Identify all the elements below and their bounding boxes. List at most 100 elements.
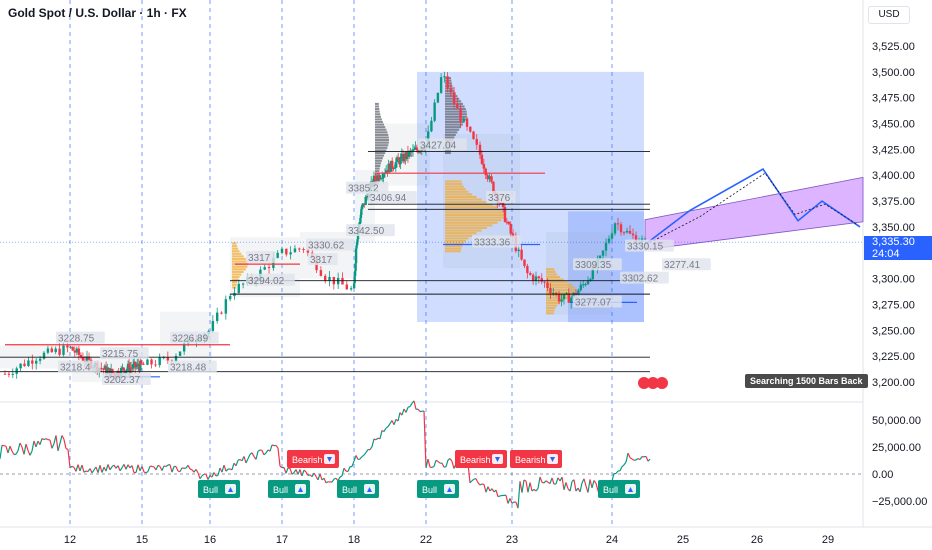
oscillator-segment bbox=[165, 464, 169, 468]
profile-bar bbox=[445, 87, 454, 90]
time-tick-label: 29 bbox=[822, 534, 834, 546]
oscillator-segment bbox=[483, 484, 487, 493]
oscillator-segment bbox=[89, 468, 93, 474]
candle-body bbox=[263, 267, 266, 270]
oscillator-segment bbox=[187, 464, 191, 470]
bull-signal-badge[interactable]: Bull bbox=[417, 480, 459, 498]
oscillator-segment bbox=[137, 464, 141, 471]
price-mark-bg bbox=[246, 273, 295, 286]
candle-body bbox=[562, 294, 566, 300]
bearish-signal-badge[interactable]: Bearish bbox=[455, 450, 507, 468]
candle-body bbox=[411, 149, 415, 153]
oscillator-segment bbox=[55, 435, 59, 451]
profile-bar bbox=[445, 133, 456, 136]
oscillator-segment bbox=[49, 439, 53, 449]
oscillator-segment bbox=[283, 467, 287, 474]
bull-signal-badge[interactable]: Bull bbox=[268, 480, 310, 498]
oscillator-segment bbox=[35, 440, 39, 448]
oscillator-segment bbox=[505, 495, 509, 504]
oscillator-segment bbox=[127, 464, 131, 469]
oscillator-segment bbox=[405, 407, 409, 413]
candle-body bbox=[462, 118, 465, 122]
oscillator-segment bbox=[51, 443, 55, 449]
bearish-signal-badge[interactable]: Bearish bbox=[510, 450, 562, 468]
oscillator-segment bbox=[639, 456, 643, 460]
bearish-signal-badge[interactable]: Bearish bbox=[287, 450, 339, 468]
price-mark-bg bbox=[625, 239, 674, 252]
oscillator-segment bbox=[175, 466, 179, 472]
profile-bar bbox=[375, 157, 383, 160]
oscillator-segment bbox=[125, 464, 129, 470]
oscillator-segment bbox=[201, 473, 205, 477]
price-mark: 3342.50 bbox=[346, 224, 395, 237]
candle-body bbox=[158, 357, 161, 366]
candle-body bbox=[276, 252, 279, 258]
price-mark: 3427.04 bbox=[418, 138, 467, 151]
forecast-channel bbox=[644, 176, 864, 251]
oscillator-segment bbox=[401, 408, 405, 416]
candle-body bbox=[54, 348, 57, 353]
oscillator-segment bbox=[383, 427, 387, 432]
profile-bar bbox=[232, 255, 244, 258]
candle-body bbox=[560, 299, 563, 302]
bull-signal-badge[interactable]: Bull bbox=[198, 480, 240, 498]
price-tick-label: 3,250.00 bbox=[872, 325, 915, 337]
profile-bar bbox=[546, 299, 564, 302]
candle-body bbox=[408, 151, 411, 157]
candles-layer bbox=[3, 71, 647, 382]
candle-body bbox=[285, 248, 288, 255]
price-mark-bg bbox=[306, 238, 355, 251]
profile-bar bbox=[445, 245, 463, 248]
flags-icon[interactable] bbox=[638, 377, 668, 389]
candle-body bbox=[336, 277, 340, 285]
profile-bar bbox=[445, 211, 505, 214]
price-mark-label: 3218.4 bbox=[60, 363, 91, 374]
profile-bar bbox=[445, 136, 455, 139]
candle-body bbox=[492, 181, 495, 193]
profile-bar bbox=[375, 133, 389, 136]
profile-bar bbox=[445, 219, 502, 222]
candle-body bbox=[607, 238, 611, 243]
candle-body bbox=[174, 355, 178, 362]
candle-body bbox=[360, 206, 364, 210]
oscillator-segment bbox=[587, 479, 591, 493]
oscillator-segment bbox=[425, 458, 429, 469]
oscillator-segment bbox=[135, 464, 139, 473]
currency-selector[interactable]: USD bbox=[868, 6, 910, 24]
oscillator-segment bbox=[207, 475, 211, 480]
candle-body bbox=[224, 299, 228, 314]
price-mark: 3218.4 bbox=[58, 360, 101, 374]
price-mark-label: 3330.62 bbox=[308, 241, 345, 252]
oscillator-segment bbox=[523, 479, 527, 482]
candle-body bbox=[328, 276, 331, 281]
oscillator-segment bbox=[375, 437, 379, 441]
time-tick-label: 12 bbox=[64, 534, 76, 546]
oscillator-segment bbox=[197, 472, 201, 479]
oscillator-segment bbox=[141, 466, 145, 473]
profile-bar bbox=[445, 115, 467, 118]
oscillator-segment bbox=[635, 458, 639, 461]
oscillator-segment bbox=[71, 465, 75, 468]
candle-body bbox=[379, 178, 383, 180]
oscillator-segment bbox=[63, 439, 67, 449]
profile-bar bbox=[546, 301, 561, 304]
oscillator-segment bbox=[485, 486, 489, 493]
oscillator-segment bbox=[381, 429, 385, 433]
candle-body bbox=[601, 250, 605, 256]
candle-body bbox=[128, 367, 132, 372]
bull-signal-badge[interactable]: Bull bbox=[598, 480, 640, 498]
candle-body bbox=[293, 248, 297, 253]
candle-body bbox=[75, 348, 78, 353]
candle-body bbox=[570, 297, 573, 303]
bull-signal-badge[interactable]: Bull bbox=[337, 480, 379, 498]
oscillator-segment bbox=[307, 474, 311, 477]
time-tick-label: 22 bbox=[420, 534, 432, 546]
candle-body bbox=[517, 249, 520, 252]
price-mark-label: 3330.15 bbox=[627, 242, 664, 253]
profile-bar bbox=[375, 141, 389, 144]
profile-bar bbox=[232, 260, 248, 263]
oscillator-segment bbox=[301, 469, 305, 477]
plot-area bbox=[0, 0, 863, 527]
signal-badge-label: Bearish bbox=[515, 455, 546, 465]
